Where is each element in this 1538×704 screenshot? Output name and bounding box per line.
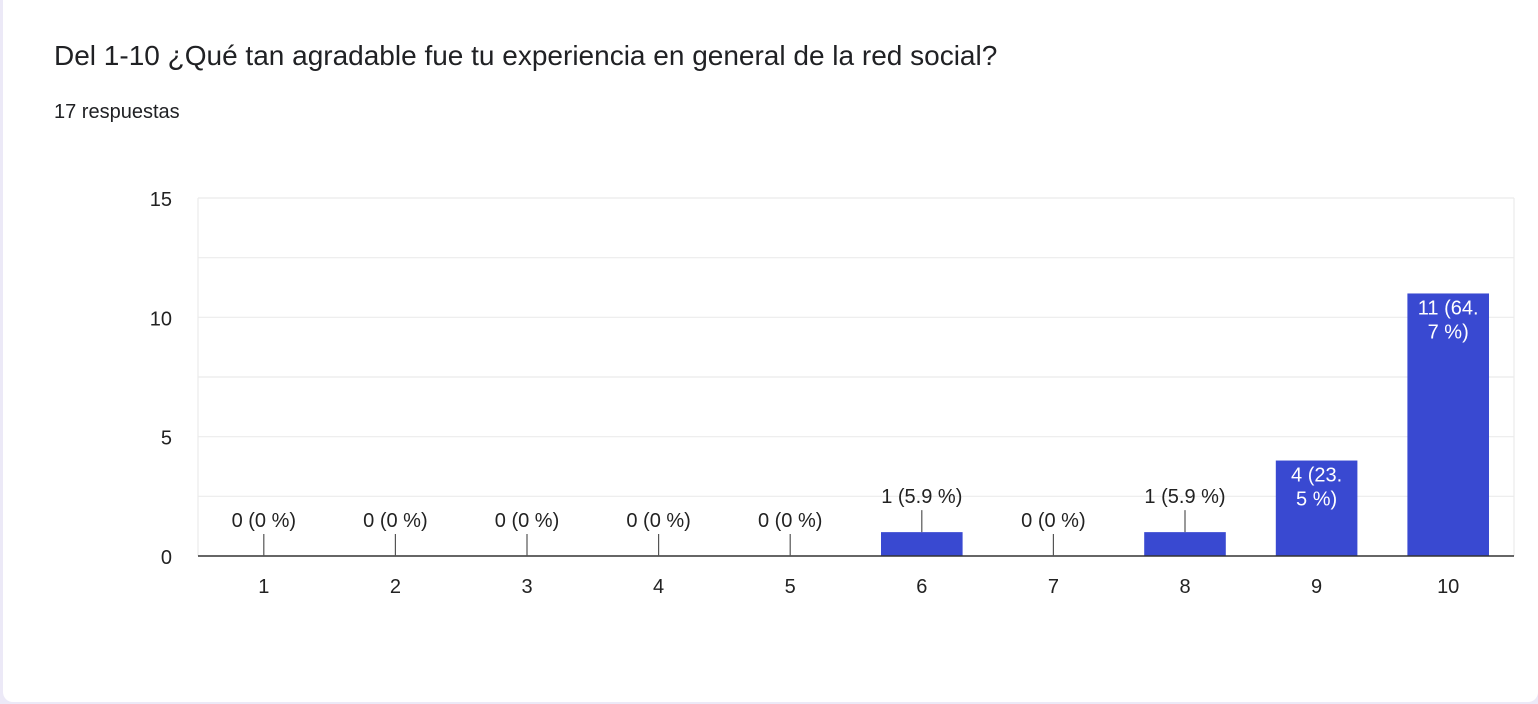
x-tick-label: 9 xyxy=(1311,576,1322,598)
data-label: 0 (0 %) xyxy=(626,510,690,532)
x-tick-label: 5 xyxy=(785,576,796,598)
y-tick-label: 10 xyxy=(150,308,172,330)
x-tick-label: 4 xyxy=(653,576,664,598)
question-card: Del 1-10 ¿Qué tan agradable fue tu exper… xyxy=(3,0,1538,702)
data-label: 0 (0 %) xyxy=(1021,510,1085,532)
bars xyxy=(881,293,1489,556)
y-tick-label: 15 xyxy=(150,189,172,211)
data-label: 0 (0 %) xyxy=(758,510,822,532)
x-tick-label: 10 xyxy=(1437,576,1459,598)
x-tick-label: 6 xyxy=(916,576,927,598)
data-label: 5 %) xyxy=(1296,489,1337,511)
x-tick-label: 2 xyxy=(390,576,401,598)
bar xyxy=(881,532,963,556)
bar xyxy=(1144,532,1226,556)
data-label: 1 (5.9 %) xyxy=(1144,486,1225,508)
y-tick-label: 0 xyxy=(161,547,172,569)
data-label: 7 %) xyxy=(1428,321,1469,343)
data-label: 1 (5.9 %) xyxy=(881,486,962,508)
x-tick-label: 3 xyxy=(521,576,532,598)
data-labels: 0 (0 %) 0 (0 %) 0 (0 %) 0 (0 %) 0 (0 %) 1 (5.… xyxy=(232,297,1479,556)
response-count: 17 respuestas xyxy=(54,101,180,123)
x-tick-label: 1 xyxy=(258,576,269,598)
bar xyxy=(1275,460,1358,556)
question-title: Del 1-10 ¿Qué tan agradable fue tu exper… xyxy=(54,40,998,71)
data-label: 11 (64. xyxy=(1418,297,1479,319)
axes: 0 5 10 15 1 2 3 4 5 6 7 8 9 10 xyxy=(150,189,1514,598)
bar xyxy=(1407,293,1489,556)
data-label: 0 (0 %) xyxy=(495,510,559,532)
data-label: 0 (0 %) xyxy=(232,510,296,532)
data-label: 4 (23. xyxy=(1291,465,1342,487)
x-tick-label: 8 xyxy=(1179,576,1190,598)
x-tick-label: 7 xyxy=(1048,576,1059,598)
y-tick-label: 5 xyxy=(161,428,172,450)
data-label: 0 (0 %) xyxy=(363,510,427,532)
